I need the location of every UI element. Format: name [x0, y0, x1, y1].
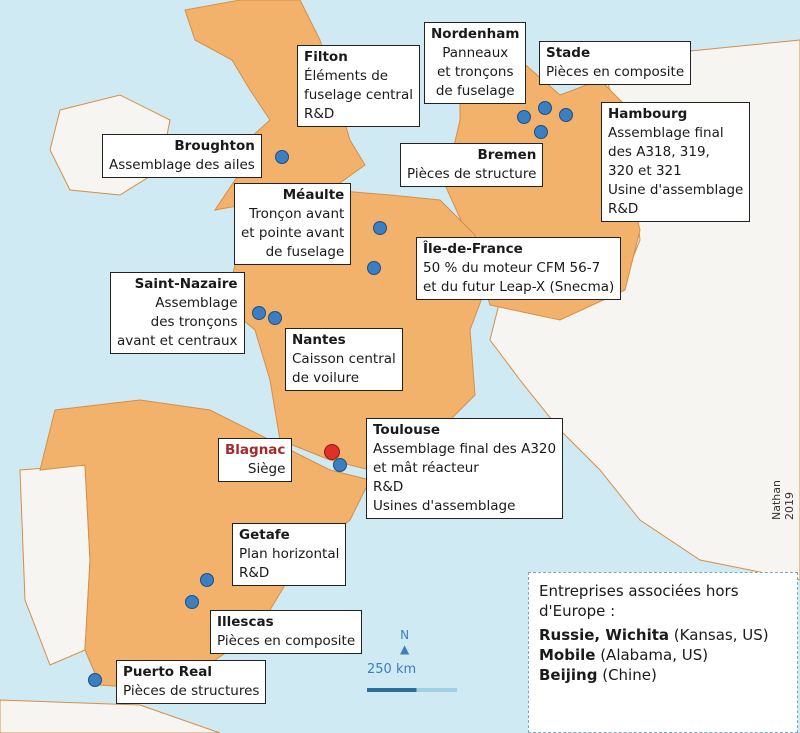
north-africa [0, 699, 221, 733]
site-label-illescas: Illescas Pièces en composite [210, 610, 363, 654]
getafe-dot[interactable] [200, 573, 214, 587]
site-label-toulouse: Toulouse Assemblage final des A320 et mât … [366, 418, 564, 519]
hambourg-dot[interactable] [559, 108, 573, 122]
site-label-getafe: Getafe Plan horizontal R&D [232, 523, 347, 586]
north-arrow-icon: ▲ [400, 642, 410, 656]
saint-nazaire-dot[interactable] [252, 306, 266, 320]
nantes-dot[interactable] [268, 311, 282, 325]
site-label-stade: Stade Pièces en composite [539, 41, 692, 85]
puerto-real-dot[interactable] [88, 673, 102, 687]
scale-bar [367, 688, 457, 692]
site-label-nantes: Nantes Caisson central de voilure [285, 328, 403, 391]
north-arrow: N ▲ [400, 628, 409, 656]
credit: Nathan 2019 [770, 480, 796, 520]
nordenham-dot[interactable] [517, 110, 531, 124]
site-label-bremen: Bremen Pièces de structure [400, 143, 544, 187]
toulouse-dot[interactable] [333, 458, 347, 472]
stade-dot[interactable] [538, 101, 552, 115]
legend-item: Mobile (Alabama, US) [539, 646, 709, 664]
site-label-filton: Filton Éléments de fuselage central R&D [297, 45, 420, 127]
site-label-saint-nazaire: Saint-Nazaire Assemblage des tronçons avant… [110, 272, 245, 354]
site-label-meaulte: Méaulte Tronçon avant et pointe avant de fu… [234, 183, 352, 265]
site-label-nordenham: Nordenham Panneaux et tronçons de fuselage [424, 22, 527, 104]
site-label-puerto-real: Puerto Real Pièces de structures [116, 660, 267, 704]
site-label-ile-de-france: Île-de-France 50 % du moteur CFM 56-7 et d… [416, 237, 622, 300]
portugal [19, 464, 91, 666]
ile-de-france-dot[interactable] [367, 261, 381, 275]
blagnac-hq-dot[interactable] [324, 444, 340, 460]
site-label-broughton: Broughton Assemblage des ailes [102, 134, 262, 178]
north-label: N [400, 628, 410, 642]
legend-title: Entreprises associées hors d'Europe : [539, 582, 739, 620]
meaulte-dot[interactable] [373, 221, 387, 235]
legend-item: Beijing (Chine) [539, 666, 657, 684]
legend-box: Entreprises associées hors d'Europe : Ru… [528, 572, 798, 733]
broughton-dot[interactable] [275, 150, 289, 164]
illescas-dot[interactable] [185, 595, 199, 609]
site-label-blagnac: Blagnac Siège [218, 438, 293, 482]
legend-item: Russie, Wichita (Kansas, US) [539, 626, 769, 644]
site-label-hambourg: Hambourg Assemblage final des A318, 319, 32… [601, 102, 751, 222]
scale-label: 250 km [367, 662, 417, 677]
bremen-dot[interactable] [534, 125, 548, 139]
